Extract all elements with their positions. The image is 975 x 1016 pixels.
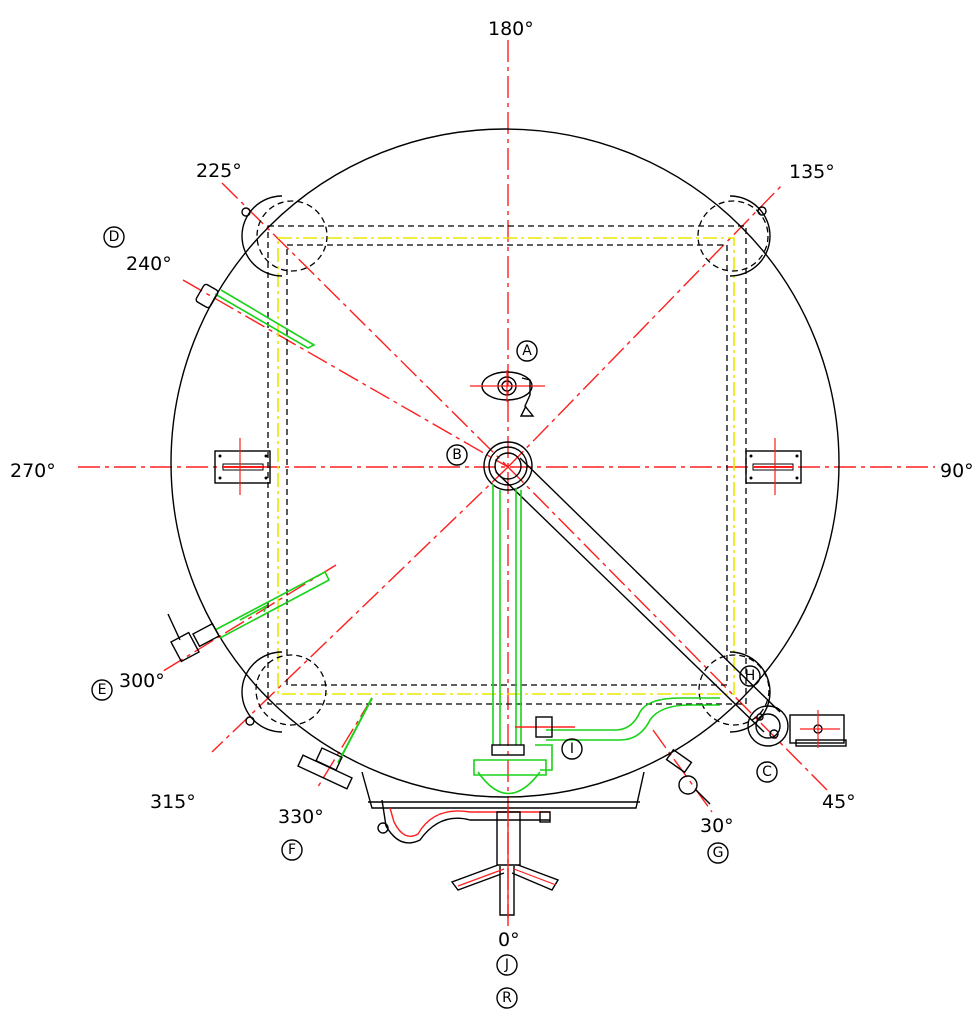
marker-a: A [516,340,538,362]
angle-label-45: 45° [822,791,856,813]
angle-label-240: 240° [126,253,172,275]
tank-shell-outline [170,128,840,798]
nozzle-b-center[interactable] [483,441,533,491]
marker-h: H [739,665,761,687]
marker-g: G [707,842,729,864]
valve-e[interactable] [167,613,220,663]
line-240 [182,279,509,468]
marker-f: F [281,839,303,861]
green-piping [195,283,720,795]
marker-i: I [561,738,583,760]
leg-pad-135 [697,195,771,277]
marker-d: D [103,226,125,248]
leg-pads [241,195,771,733]
marker-r: R [496,987,518,1009]
marker-j: J [496,954,518,976]
marker-e: E [91,679,113,701]
diagonal-315 [211,466,509,753]
diagonal-135 [507,182,785,468]
angle-label-315: 315° [150,791,196,813]
angle-label-135: 135° [789,161,835,183]
angle-labels: 180° 135° 225° 240° 270° 90° 300° 315° 3… [10,18,974,951]
leg-pad-315 [241,651,327,733]
marker-b: B [446,444,468,466]
diagonal-225 [221,182,509,468]
svg-text:I: I [570,741,574,757]
svg-text:E: E [98,682,107,698]
nozzle-c-bracket[interactable] [747,705,847,748]
angle-label-0: 0° [498,929,520,951]
valve-f[interactable] [297,747,353,790]
support-frame-dashed [267,225,747,705]
angle-label-30: 30° [700,815,734,837]
frame-centerline-yellow [277,237,735,695]
line-300 [159,564,337,674]
side-lug-270 [214,438,271,495]
svg-text:B: B [452,447,462,463]
diagonal-45 [507,466,828,791]
nozzle-a-clamp[interactable] [470,370,545,417]
svg-text:J: J [504,957,509,973]
bottom-outlet-assembly [361,771,645,918]
angle-label-180: 180° [488,18,534,40]
svg-text:G: G [713,845,724,861]
svg-text:H: H [745,668,756,684]
svg-text:R: R [502,990,512,1006]
leg-pad-225 [241,195,328,277]
svg-text:C: C [762,764,772,780]
svg-text:A: A [522,343,532,359]
side-lug-90 [745,438,802,495]
svg-text:D: D [109,229,120,245]
svg-text:F: F [288,842,296,858]
marker-c: C [756,761,778,783]
angle-label-270: 270° [10,460,56,482]
angle-label-300: 300° [119,670,165,692]
angle-label-90: 90° [940,460,974,482]
line-330 [315,697,373,791]
diagonal-arm [495,457,781,733]
angle-label-225: 225° [196,160,242,182]
nozzle-markers: A B C D E F G H I J R [91,226,778,1009]
leg-pad-45 [698,651,771,733]
valve-g[interactable] [665,748,711,805]
angle-label-330: 330° [278,806,324,828]
